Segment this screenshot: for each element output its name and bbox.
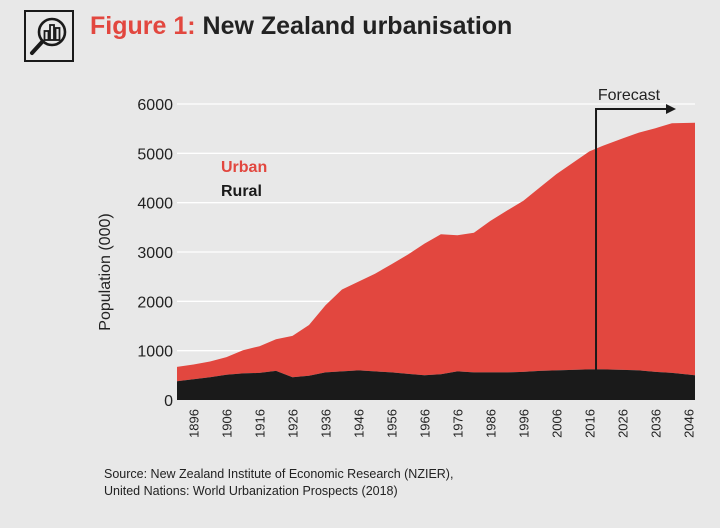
source-note: Source: New Zealand Institute of Economi…: [104, 466, 453, 500]
series-rural-area: [177, 369, 695, 400]
axes: 0 1000 2000 3000 4000 5000 6000 1896 1906 1916 192…: [97, 97, 696, 438]
x-tick-label: 2016: [582, 409, 597, 438]
source-line-2: United Nations: World Urbanization Prosp…: [104, 484, 398, 498]
chart-title: New Zealand urbanisation: [202, 12, 513, 40]
page-title: Figure 1: New Zealand urbanisation: [90, 12, 512, 41]
y-tick-label: 6000: [137, 97, 173, 114]
x-tick-label: 1916: [253, 409, 268, 438]
source-line-1: Source: New Zealand Institute of Economi…: [104, 467, 454, 481]
y-axis-label: Population (000): [97, 213, 114, 330]
y-tick-label: 2000: [137, 294, 173, 311]
x-tick-label: 1896: [187, 409, 202, 438]
figure-label: Figure 1:: [90, 12, 196, 40]
y-tick-label: 5000: [137, 146, 173, 163]
x-tick-label: 1946: [352, 409, 367, 438]
legend-urban: Urban: [221, 159, 267, 176]
legend-rural: Rural: [221, 183, 262, 200]
x-tick-label: 1936: [319, 409, 334, 438]
x-tick-label: 1906: [220, 409, 235, 438]
x-tick-label: 1926: [286, 409, 301, 438]
x-tick-label: 1986: [483, 409, 498, 438]
x-tick-label: 2026: [615, 409, 630, 438]
forecast-arrowhead: [666, 104, 676, 114]
series-urban-area: [177, 122, 695, 382]
x-tick-label: 1996: [516, 409, 531, 438]
forecast-label: Forecast: [598, 87, 661, 104]
legend: Urban Rural: [221, 159, 267, 200]
area-series: [177, 122, 695, 400]
x-tick-label: 2046: [681, 409, 696, 438]
forecast-annotation: Forecast: [595, 87, 676, 400]
y-tick-label: 3000: [137, 245, 173, 262]
x-tick-label: 1966: [418, 409, 433, 438]
y-tick-label: 1000: [137, 344, 173, 361]
magnifier-chart-icon: [24, 10, 74, 62]
x-tick-label: 1976: [450, 409, 465, 438]
chart-header: Figure 1: New Zealand urbanisation: [24, 10, 714, 66]
x-tick-label: 2036: [648, 409, 663, 438]
y-tick-label: 4000: [137, 196, 173, 213]
x-tick-label: 1956: [385, 409, 400, 438]
y-tick-label: 0: [164, 393, 173, 410]
x-tick-label: 2006: [549, 409, 564, 438]
